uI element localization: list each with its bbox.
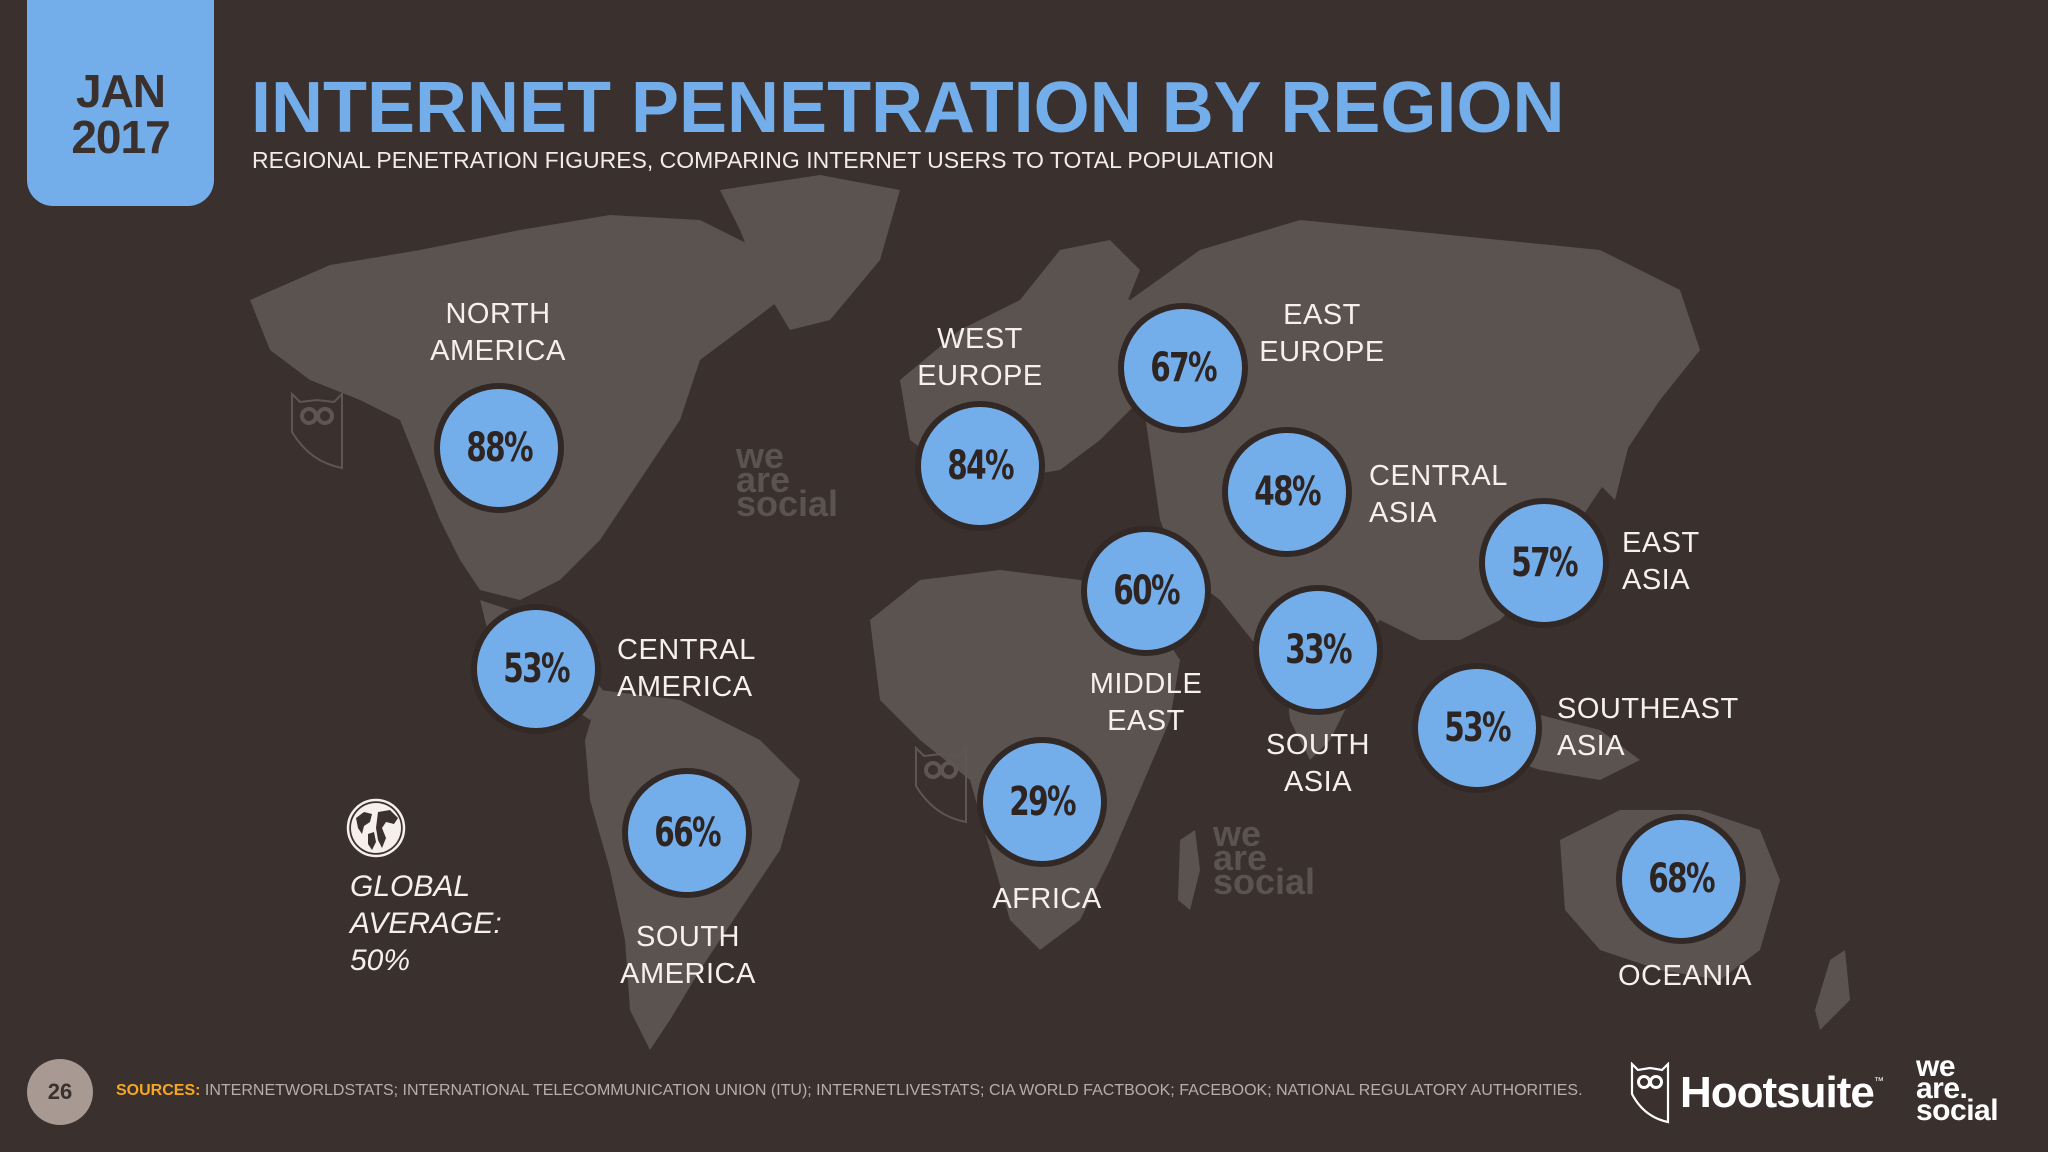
date-month: JAN [75,65,166,117]
region-bubble-east-europe: 67% [1118,303,1248,433]
hootsuite-logo: Hootsuite ™ [1630,1062,1884,1124]
we-are-social-watermark: we are social [1213,813,1316,902]
global-average-value: 50% [350,944,411,977]
region-bubble-east-asia: 57% [1479,498,1609,628]
region-bubble-oceania: 68% [1616,814,1746,944]
sources-text: INTERNETWORLDSTATS; INTERNATIONAL TELECO… [204,1082,1583,1099]
region-bubble-central-asia: 48% [1222,427,1352,557]
region-label-east-asia: EAST ASIA [1622,527,1700,596]
region-bubble-south-america: 66% [622,768,752,898]
region-label-south-asia: SOUTH ASIA [1266,729,1370,798]
region-bubble-middle-east: 60% [1081,526,1211,656]
region-label-central-america: CENTRAL AMERICA [617,634,756,703]
we-are-social-watermark: we are social [736,435,839,524]
hootsuite-owl-watermark [290,391,344,475]
region-bubble-southeast-asia: 53% [1412,663,1542,793]
region-label-central-asia: CENTRAL ASIA [1369,460,1508,529]
region-label-southeast-asia: SOUTHEAST ASIA [1557,693,1739,762]
sources-label: SOURCES: [116,1082,201,1099]
region-bubble-north-america: 88% [434,383,564,513]
page-subtitle: REGIONAL PENETRATION FIGURES, COMPARING … [252,147,1274,173]
region-label-africa: AFRICA [992,883,1102,915]
date-badge: JAN 2017 [27,0,214,206]
we-are-social-logo: we are. social [1916,1050,1999,1127]
sources-footnote: SOURCES: INTERNETWORLDSTATS; INTERNATION… [116,1082,1583,1100]
hootsuite-owl-watermark [914,745,968,829]
region-bubble-africa: 29% [977,737,1107,867]
region-label-oceania: OCEANIA [1617,960,1753,992]
globe-icon [346,798,406,858]
page-title: INTERNET PENETRATION BY REGION [251,68,1565,148]
region-bubble-central-america: 53% [471,604,601,734]
region-label-middle-east: MIDDLE EAST [1089,668,1203,737]
region-bubble-west-europe: 84% [915,401,1045,531]
global-average: GLOBAL AVERAGE: 50% [350,870,502,977]
region-label-north-america: NORTH AMERICA [430,298,566,367]
page-number-badge: 26 [27,1059,93,1125]
region-label-east-europe: EAST EUROPE [1259,299,1385,368]
region-bubble-south-asia: 33% [1253,585,1383,715]
date-year: 2017 [71,111,170,163]
region-label-west-europe: WEST EUROPE [917,323,1043,392]
region-label-south-america: SOUTH AMERICA [620,921,756,990]
hootsuite-owl-icon [1630,1062,1670,1124]
